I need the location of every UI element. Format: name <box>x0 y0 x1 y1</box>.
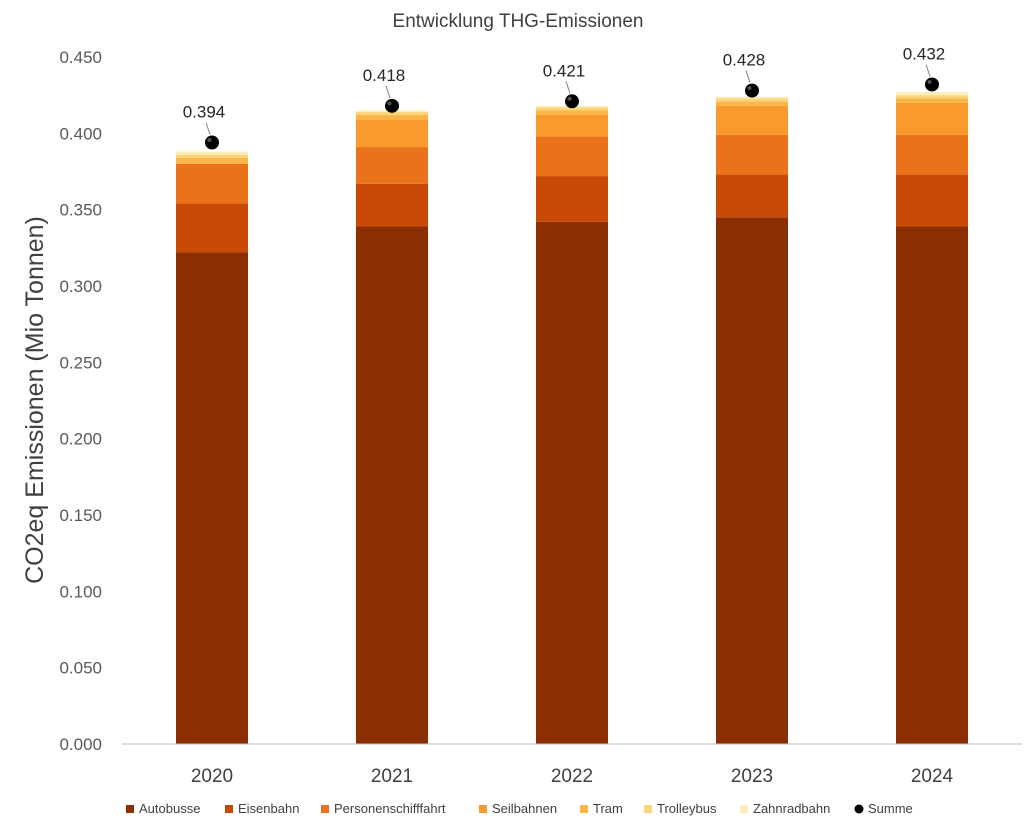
summe-data-label: 0.432 <box>903 44 946 63</box>
bar-segment-autobusse <box>716 217 788 745</box>
summe-markers: 0.394 0.418 0.421 0.428 0.432 <box>183 44 946 150</box>
legend-swatch-seilbahnen <box>479 805 487 813</box>
summe-point-highlight <box>927 79 932 84</box>
bar-segment-personenschifffahrt <box>896 134 968 175</box>
legend-swatch-tram <box>580 805 588 813</box>
legend-swatch-eisenbahn <box>225 805 233 813</box>
legend-label: Trolleybus <box>657 801 717 816</box>
x-tick-label: 2020 <box>191 766 233 787</box>
summe-point <box>745 83 759 98</box>
legend-swatch-summe <box>854 804 864 814</box>
summe-leader-line <box>925 64 931 77</box>
x-tick-label: 2024 <box>911 766 954 787</box>
legend-label: Autobusse <box>139 801 200 816</box>
bar-segment-trolleybus <box>536 107 608 111</box>
summe-data-label: 0.421 <box>543 61 586 80</box>
legend-swatch-trolleybus <box>644 805 652 813</box>
bar-segment-eisenbahn <box>356 183 428 227</box>
legend-label: Tram <box>593 801 623 816</box>
bar-segment-seilbahnen <box>356 119 428 148</box>
summe-data-label: 0.428 <box>723 51 766 70</box>
legend-swatch-zahnradbahn <box>740 805 748 813</box>
summe-point-highlight <box>747 86 752 91</box>
y-axis-label: CO2eq Emissionen (Mio Tonnen) <box>21 216 49 584</box>
y-tick-label: 0.000 <box>59 735 102 754</box>
bar-segment-personenschifffahrt <box>716 134 788 175</box>
summe-leader-line <box>565 81 571 94</box>
bars-group <box>176 92 968 745</box>
y-tick-label: 0.050 <box>59 659 102 678</box>
legend-label: Eisenbahn <box>238 801 299 816</box>
y-tick-label: 0.100 <box>59 582 102 601</box>
summe-point <box>925 77 939 92</box>
bar-segment-tram <box>536 110 608 116</box>
summe-point <box>565 94 579 109</box>
x-axis-ticks: 2020 2021 2022 2023 2024 <box>191 766 954 787</box>
summe-leader-line <box>385 85 391 99</box>
bar-segment-seilbahnen <box>536 115 608 137</box>
legend-label: Zahnradbahn <box>753 801 830 816</box>
bar-segment-eisenbahn <box>896 174 968 227</box>
bar-segment-personenschifffahrt <box>176 163 248 204</box>
bar-segment-trolleybus <box>176 154 248 158</box>
bar-segment-eisenbahn <box>536 176 608 222</box>
summe-leader-line <box>205 122 211 135</box>
y-tick-label: 0.350 <box>59 201 102 220</box>
legend: Autobusse Eisenbahn Personenschifffahrt Sei… <box>126 801 913 816</box>
y-tick-label: 0.300 <box>59 277 102 296</box>
y-tick-label: 0.150 <box>59 506 102 525</box>
bar-segment-personenschifffahrt <box>536 136 608 177</box>
bar-segment-seilbahnen <box>716 105 788 135</box>
summe-point <box>385 98 399 113</box>
y-tick-label: 0.450 <box>59 48 102 67</box>
legend-label: Personenschifffahrt <box>334 801 446 816</box>
bar-segment-autobusse <box>536 221 608 744</box>
y-tick-label: 0.400 <box>59 124 102 143</box>
x-tick-label: 2022 <box>551 766 593 787</box>
summe-leader-line <box>745 70 751 83</box>
y-tick-label: 0.250 <box>59 353 102 372</box>
summe-data-label: 0.394 <box>183 102 226 121</box>
legend-label: Seilbahnen <box>492 801 557 816</box>
bar-segment-trolleybus <box>356 111 428 116</box>
summe-point-highlight <box>387 101 392 106</box>
bar-segment-autobusse <box>356 226 428 744</box>
bar-segment-tram <box>896 98 968 103</box>
bar-segment-autobusse <box>896 226 968 744</box>
summe-data-label: 0.418 <box>363 66 406 85</box>
bar-segment-eisenbahn <box>176 203 248 253</box>
bar-segment-eisenbahn <box>716 174 788 218</box>
bar-segment-trolleybus <box>716 98 788 102</box>
summe-point-highlight <box>207 137 212 142</box>
bar-segment-zahnradbahn <box>896 92 968 96</box>
bar-segment-tram <box>716 101 788 106</box>
bar-segment-trolleybus <box>896 95 968 99</box>
bar-segment-zahnradbahn <box>176 151 248 155</box>
bar-segment-autobusse <box>176 252 248 744</box>
chart-title: Entwicklung THG-Emissionen <box>393 11 644 32</box>
legend-swatch-personenschifffahrt <box>321 805 329 813</box>
y-tick-label: 0.200 <box>59 430 102 449</box>
legend-swatch-autobusse <box>126 805 134 813</box>
y-axis-ticks: 0.000 0.050 0.100 0.150 0.200 0.250 0.300 0.350… <box>59 48 102 754</box>
legend-label: Summe <box>868 801 913 816</box>
x-tick-label: 2023 <box>731 766 773 787</box>
bar-segment-tram <box>176 157 248 164</box>
x-tick-label: 2021 <box>371 766 413 787</box>
bar-segment-tram <box>356 115 428 120</box>
bar-segment-personenschifffahrt <box>356 147 428 184</box>
bar-segment-seilbahnen <box>896 102 968 135</box>
summe-point <box>205 135 219 150</box>
summe-point-highlight <box>567 96 572 101</box>
